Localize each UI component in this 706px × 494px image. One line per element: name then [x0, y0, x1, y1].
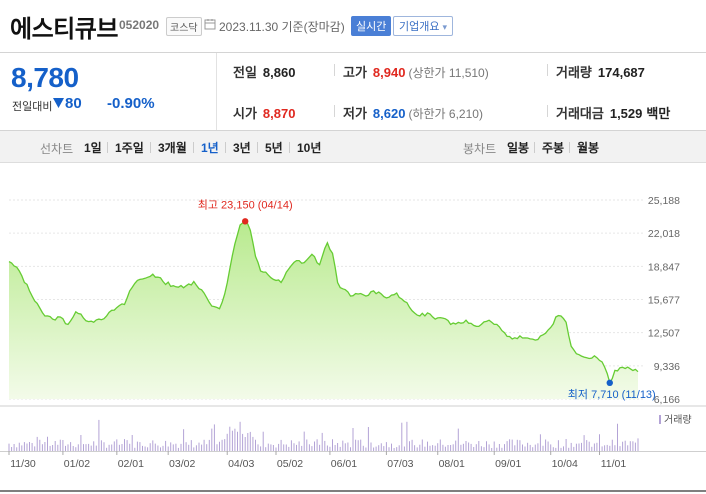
open-price: 시가 8,870	[233, 103, 295, 122]
x-tick-label: 09/01	[495, 458, 521, 470]
company-info-button[interactable]: 기업개요 ▾	[393, 16, 454, 36]
stock-name: 에스티큐브	[10, 16, 118, 43]
divider	[150, 142, 151, 153]
company-info-label: 기업개요	[399, 21, 440, 33]
divider	[569, 142, 570, 153]
period-1w[interactable]: 1주일	[115, 141, 144, 155]
period-1d[interactable]: 1일	[84, 141, 102, 155]
x-tick-label: 11/30	[10, 458, 36, 470]
change-label: 전일대비	[12, 101, 53, 113]
open-label: 시가	[233, 106, 257, 121]
line-chart-label: 선차트	[40, 142, 74, 156]
low-label: 저가	[343, 106, 367, 121]
price-area	[9, 221, 638, 399]
divider	[334, 64, 335, 76]
high-value: 8,940	[372, 65, 406, 80]
open-value: 8,870	[262, 106, 296, 121]
x-tick-label: 11/01	[601, 458, 627, 470]
current-price: 8,780	[11, 62, 79, 93]
lower-limit: (하한가 6,210)	[408, 107, 483, 121]
y-tick-label: 12,507	[648, 328, 680, 340]
x-tick-label: 06/01	[331, 458, 357, 470]
period-3y[interactable]: 3년	[233, 141, 251, 155]
volume-value: 174,687	[597, 65, 645, 80]
x-tick-label: 02/01	[118, 458, 144, 470]
x-tick-label: 05/02	[277, 458, 303, 470]
period-selector: 선차트 1일 1주일 3개월 1년 3년 5년 10년 봉차트 일봉 주봉 월봉	[0, 131, 706, 163]
amount-unit: 백만	[646, 106, 671, 121]
x-tick-label: 10/04	[552, 458, 578, 470]
amount-value: 1,529	[609, 106, 643, 121]
y-tick-label: 25,188	[648, 195, 680, 207]
amount-label: 거래대금	[556, 106, 604, 121]
min-point-marker	[606, 379, 613, 387]
price-line	[8, 220, 639, 385]
divider	[547, 64, 548, 76]
period-5y[interactable]: 5년	[265, 141, 283, 155]
divider	[547, 105, 548, 117]
high-label: 고가	[343, 65, 367, 80]
divider	[289, 142, 290, 153]
divider	[107, 142, 108, 153]
y-tick-label: 18,847	[648, 261, 680, 273]
divider	[534, 142, 535, 153]
volume-legend-label: 거래량	[664, 414, 692, 426]
x-tick-label: 03/02	[169, 458, 195, 470]
period-1y[interactable]: 1년	[201, 141, 219, 155]
realtime-button[interactable]: 실시간	[351, 16, 392, 36]
x-tick-label: 01/02	[64, 458, 90, 470]
divider	[225, 142, 226, 153]
divider	[334, 105, 335, 117]
price-chart-svg[interactable]: 25,188 22,018 18,847 15,677 12,507 9,336 6,166…	[0, 163, 706, 494]
y-tick-label: 6,166	[654, 394, 680, 406]
stock-code: 052020	[119, 18, 160, 32]
max-point-label: 최고 23,150 (04/14)	[198, 198, 293, 211]
low-value: 8,620	[372, 106, 406, 121]
period-3m[interactable]: 3개월	[158, 141, 187, 155]
trade-amount: 거래대금 1,529 백만	[556, 103, 670, 122]
x-tick-label: 08/01	[439, 458, 465, 470]
volume-legend-icon	[659, 415, 661, 424]
market-badge: 코스닥	[166, 17, 202, 36]
y-tick-label: 22,018	[648, 228, 680, 240]
max-point-marker	[241, 218, 249, 225]
x-tick-label: 07/03	[387, 458, 413, 470]
chevron-down-icon: ▾	[442, 22, 448, 32]
min-point-label: 최저 7,710 (11/13)	[568, 388, 656, 401]
candle-monthly[interactable]: 월봉	[577, 141, 600, 155]
prev-close-label: 전일	[233, 65, 257, 80]
down-triangle-icon	[53, 98, 64, 108]
calendar-icon	[204, 19, 216, 30]
period-10y[interactable]: 10년	[297, 141, 322, 155]
change-value: 80	[65, 95, 82, 112]
high-price: 고가 8,940 (상한가 11,510)	[343, 62, 489, 81]
y-tick-label: 15,677	[648, 295, 680, 307]
current-price-box: 8,780 전일대비 80 -0.90%	[0, 53, 217, 130]
prev-close: 전일 8,860	[233, 62, 295, 81]
candle-daily[interactable]: 일봉	[507, 141, 530, 155]
change-rate: -0.90%	[107, 95, 155, 112]
stock-header: 에스티큐브 052020 코스닥 2023.11.30 기준(장마감) 실시간 …	[0, 0, 706, 52]
x-tick-label: 04/03	[228, 458, 254, 470]
divider	[193, 142, 194, 153]
divider	[257, 142, 258, 153]
y-tick-label: 9,336	[654, 361, 680, 373]
date-text: 2023.11.30 기준(장마감)	[219, 20, 345, 34]
low-price: 저가 8,620 (하한가 6,210)	[343, 103, 483, 122]
prev-close-value: 8,860	[262, 65, 296, 80]
candle-chart-label: 봉차트	[463, 142, 497, 156]
candle-weekly[interactable]: 주봉	[542, 141, 565, 155]
price-chart[interactable]: 25,188 22,018 18,847 15,677 12,507 9,336 6,166…	[0, 163, 706, 494]
volume: 거래량 174,687	[556, 62, 645, 81]
price-summary: 8,780 전일대비 80 -0.90% 전일 8,860 고가 8,940 (상한가…	[0, 52, 706, 131]
upper-limit: (상한가 11,510)	[408, 66, 489, 80]
volume-label: 거래량	[556, 65, 592, 80]
